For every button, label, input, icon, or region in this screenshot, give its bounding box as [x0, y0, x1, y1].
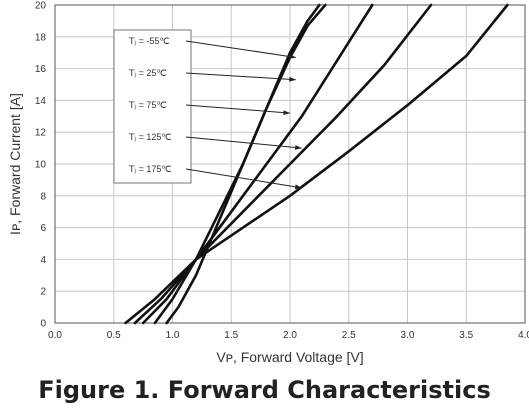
series-line-tj-175c — [124, 3, 509, 325]
legend-leader-line — [185, 72, 296, 81]
y-tick-label: 2 — [40, 287, 46, 298]
x-tick-label: 2.0 — [283, 330, 297, 341]
legend-box — [113, 29, 192, 184]
series-line-tj-25c — [153, 3, 321, 325]
legend-item-label: Tⱼ = 125℃ — [129, 132, 171, 142]
y-tick-label: 14 — [35, 96, 47, 107]
legend-item-label: Tⱼ = 75℃ — [129, 100, 166, 110]
x-tick-label: 1.0 — [166, 330, 180, 341]
x-axis-label: Vᴘ, Forward Voltage [V] — [216, 349, 363, 365]
x-tick-label: 3.0 — [401, 330, 415, 341]
x-tick-label: 0.0 — [48, 330, 62, 341]
legend-arrowhead — [294, 145, 302, 150]
legend-item-label: Tⱼ = -55℃ — [129, 36, 169, 46]
legend: Tⱼ = -55℃ Tⱼ = 25℃ Tⱼ = 75℃ Tⱼ = 125℃ Tⱼ = 1… — [113, 29, 302, 190]
legend-arrowhead — [283, 110, 290, 116]
series-line-tj-75c — [141, 3, 374, 325]
y-tick-label: 18 — [35, 32, 47, 43]
x-tick-label: 4.0 — [518, 330, 529, 341]
forward-characteristics-chart: 0.0 0.5 1.0 1.5 2.0 2.5 3.0 3.5 4.0 0 2 4 6 8 10 12 14 1… — [7, 1, 529, 366]
y-tick-label: 16 — [35, 64, 47, 75]
y-tick-label: 20 — [35, 1, 47, 12]
x-tick-label: 1.5 — [224, 330, 238, 341]
y-tick-label: 12 — [35, 128, 47, 139]
y-tick-label: 4 — [40, 255, 46, 266]
legend-item-label: Tⱼ = 175℃ — [129, 164, 171, 174]
x-tick-label: 0.5 — [107, 330, 121, 341]
legend-leader-line — [185, 40, 296, 58]
series-lines — [124, 3, 509, 325]
x-tick-label: 2.5 — [342, 330, 356, 341]
legend-leader-line — [185, 168, 302, 189]
legend-arrowhead — [294, 184, 302, 190]
legend-leader-line — [185, 136, 302, 149]
legend-arrowhead — [289, 76, 296, 82]
y-tick-label: 10 — [35, 160, 47, 171]
y-tick-label: 8 — [40, 191, 46, 202]
y-axis-label: Iᴘ, Forward Current [A] — [7, 93, 23, 235]
y-tick-label: 6 — [40, 223, 46, 234]
series-line-tj-125c — [133, 3, 433, 325]
y-tick-label: 0 — [40, 319, 46, 330]
x-tick-label: 3.5 — [459, 330, 473, 341]
legend-arrowhead — [289, 54, 296, 59]
y-tick-labels: 0 2 4 6 8 10 12 14 16 18 20 — [35, 1, 47, 330]
plot-frame — [54, 4, 526, 324]
legend-item-label: Tⱼ = 25℃ — [129, 68, 166, 78]
figure-caption: Figure 1. Forward Characteristics — [38, 376, 491, 404]
legend-leader-line — [185, 104, 291, 114]
x-tick-labels: 0.0 0.5 1.0 1.5 2.0 2.5 3.0 3.5 4.0 — [48, 330, 529, 341]
